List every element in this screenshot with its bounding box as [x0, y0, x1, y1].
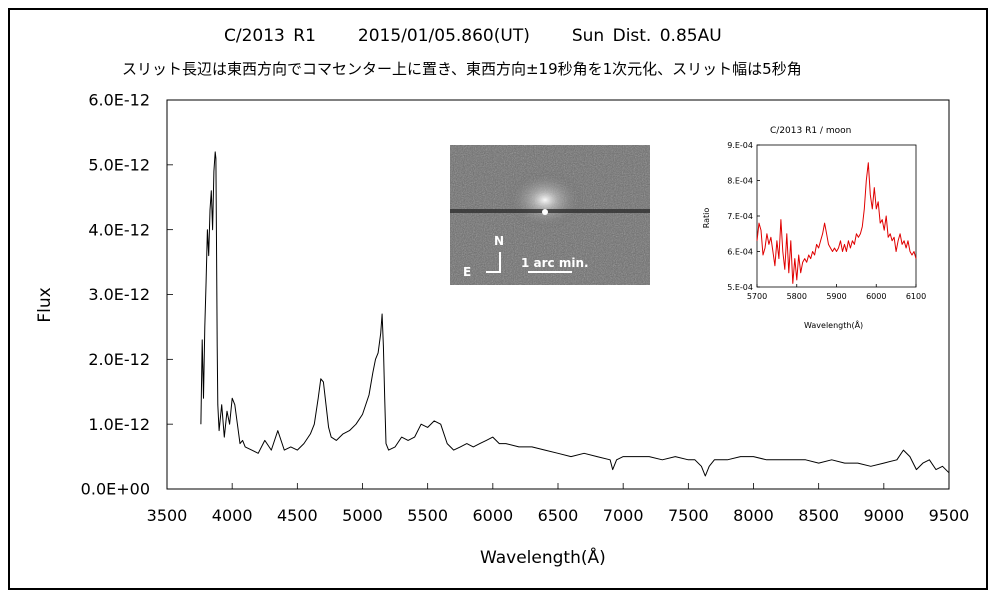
main-y-tick-label: 3.0E-12: [88, 285, 150, 304]
main-y-tick-label: 4.0E-12: [88, 220, 150, 239]
main-x-tick-label: 7000: [603, 506, 644, 525]
main-y-tick-label: 1.0E-12: [88, 415, 150, 434]
main-x-tick-label: 6500: [538, 506, 579, 525]
main-y-axis: 0.0E+00 1.0E-12 2.0E-12 3.0E-12 4.0E-12 5.0E-…: [81, 91, 173, 499]
main-series-line-0: [200, 151, 950, 477]
main-x-axis-label: Wavelength(Å): [480, 546, 606, 568]
main-x-tick-label: 9000: [863, 506, 904, 525]
main-x-tick-label: 4500: [277, 506, 318, 525]
slit-shadow: [450, 209, 650, 213]
ratio-x-tick-label: 5800: [787, 292, 807, 301]
ratio-inset-background: [695, 115, 930, 315]
chart-title: C/2013 R1 2015/01/05.860(UT) Sun Dist. 0…: [224, 26, 722, 46]
main-x-tick-label: 7500: [668, 506, 709, 525]
ratio-series: [756, 162, 917, 284]
chart-subtitle: スリット長辺は東西方向でコマセンター上に置き、東西方向±19秒角を1次元化、スリ…: [122, 60, 802, 78]
ratio-x-tick-label: 5900: [826, 292, 846, 301]
ratio-y-axis-label: Ratio: [702, 208, 711, 229]
ratio-y-tick-label: 8.E-04: [727, 176, 753, 185]
main-x-tick-label: 4000: [212, 506, 253, 525]
main-x-axis: 3500 4000 4500 5000 5500 6000 6500 7000 7500 8000…: [147, 483, 970, 525]
ratio-y-tick-label: 9.E-04: [727, 141, 753, 150]
ratio-y-axis: 5.E-04 6.E-04 7.E-04 8.E-04 9.E-04: [727, 141, 760, 292]
main-x-tick-label: 3500: [147, 506, 188, 525]
compass-east-label: E: [463, 265, 471, 279]
main-x-tick-label: 9500: [929, 506, 970, 525]
ratio-x-axis: 5700 5800 5900 6000 6100: [747, 284, 926, 301]
main-spectrum-series: [200, 151, 950, 477]
main-x-tick-label: 5000: [342, 506, 383, 525]
ratio-y-tick-label: 6.E-04: [727, 247, 753, 256]
main-y-tick-label: 2.0E-12: [88, 350, 150, 369]
ratio-x-tick-label: 6000: [866, 292, 886, 301]
compass-north-label: N: [494, 234, 504, 248]
ratio-y-tick-label: 7.E-04: [727, 212, 753, 221]
compass-arrows-icon: [486, 252, 501, 273]
main-y-tick-label: 6.0E-12: [88, 91, 150, 110]
main-x-tick-label: 5500: [407, 506, 448, 525]
ratio-y-tick-label: 5.E-04: [727, 283, 753, 292]
ratio-x-tick-label: 6100: [906, 292, 926, 301]
main-y-axis-label: Flux: [35, 287, 55, 322]
ratio-inset-chart: C/2013 R1 / moon 5.E-04 6.E-04 7.E-04 8.E-0…: [695, 115, 930, 330]
comet-image-inset: N E 1 arc min.: [450, 145, 650, 285]
main-x-tick-label: 6000: [472, 506, 513, 525]
main-x-tick-label: 8000: [733, 506, 774, 525]
main-x-tick-label: 8500: [798, 506, 839, 525]
main-y-tick-label: 5.0E-12: [88, 155, 150, 174]
ratio-x-tick-label: 5700: [747, 292, 767, 301]
main-y-tick-label: 0.0E+00: [81, 480, 150, 499]
ratio-x-axis-label: Wavelength(Å): [804, 319, 863, 330]
ratio-inset-title: C/2013 R1 / moon: [770, 126, 851, 136]
comet-nucleus: [542, 209, 548, 215]
comet-coma: [505, 170, 585, 230]
scale-bar-label: 1 arc min.: [521, 256, 589, 270]
